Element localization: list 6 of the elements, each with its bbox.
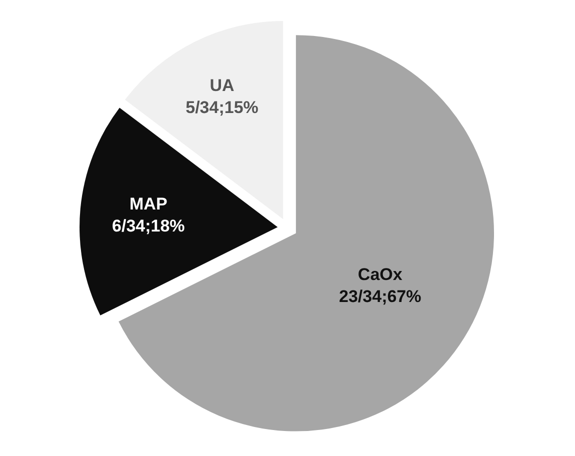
data-label: 6/34;18% [112, 216, 185, 236]
data-label: 23/34;67% [339, 286, 422, 306]
slice-label: CaOx [358, 264, 403, 284]
slice-label: MAP [130, 194, 168, 214]
slice-label: UA [210, 76, 234, 95]
data-label: 5/34;15% [186, 98, 258, 118]
